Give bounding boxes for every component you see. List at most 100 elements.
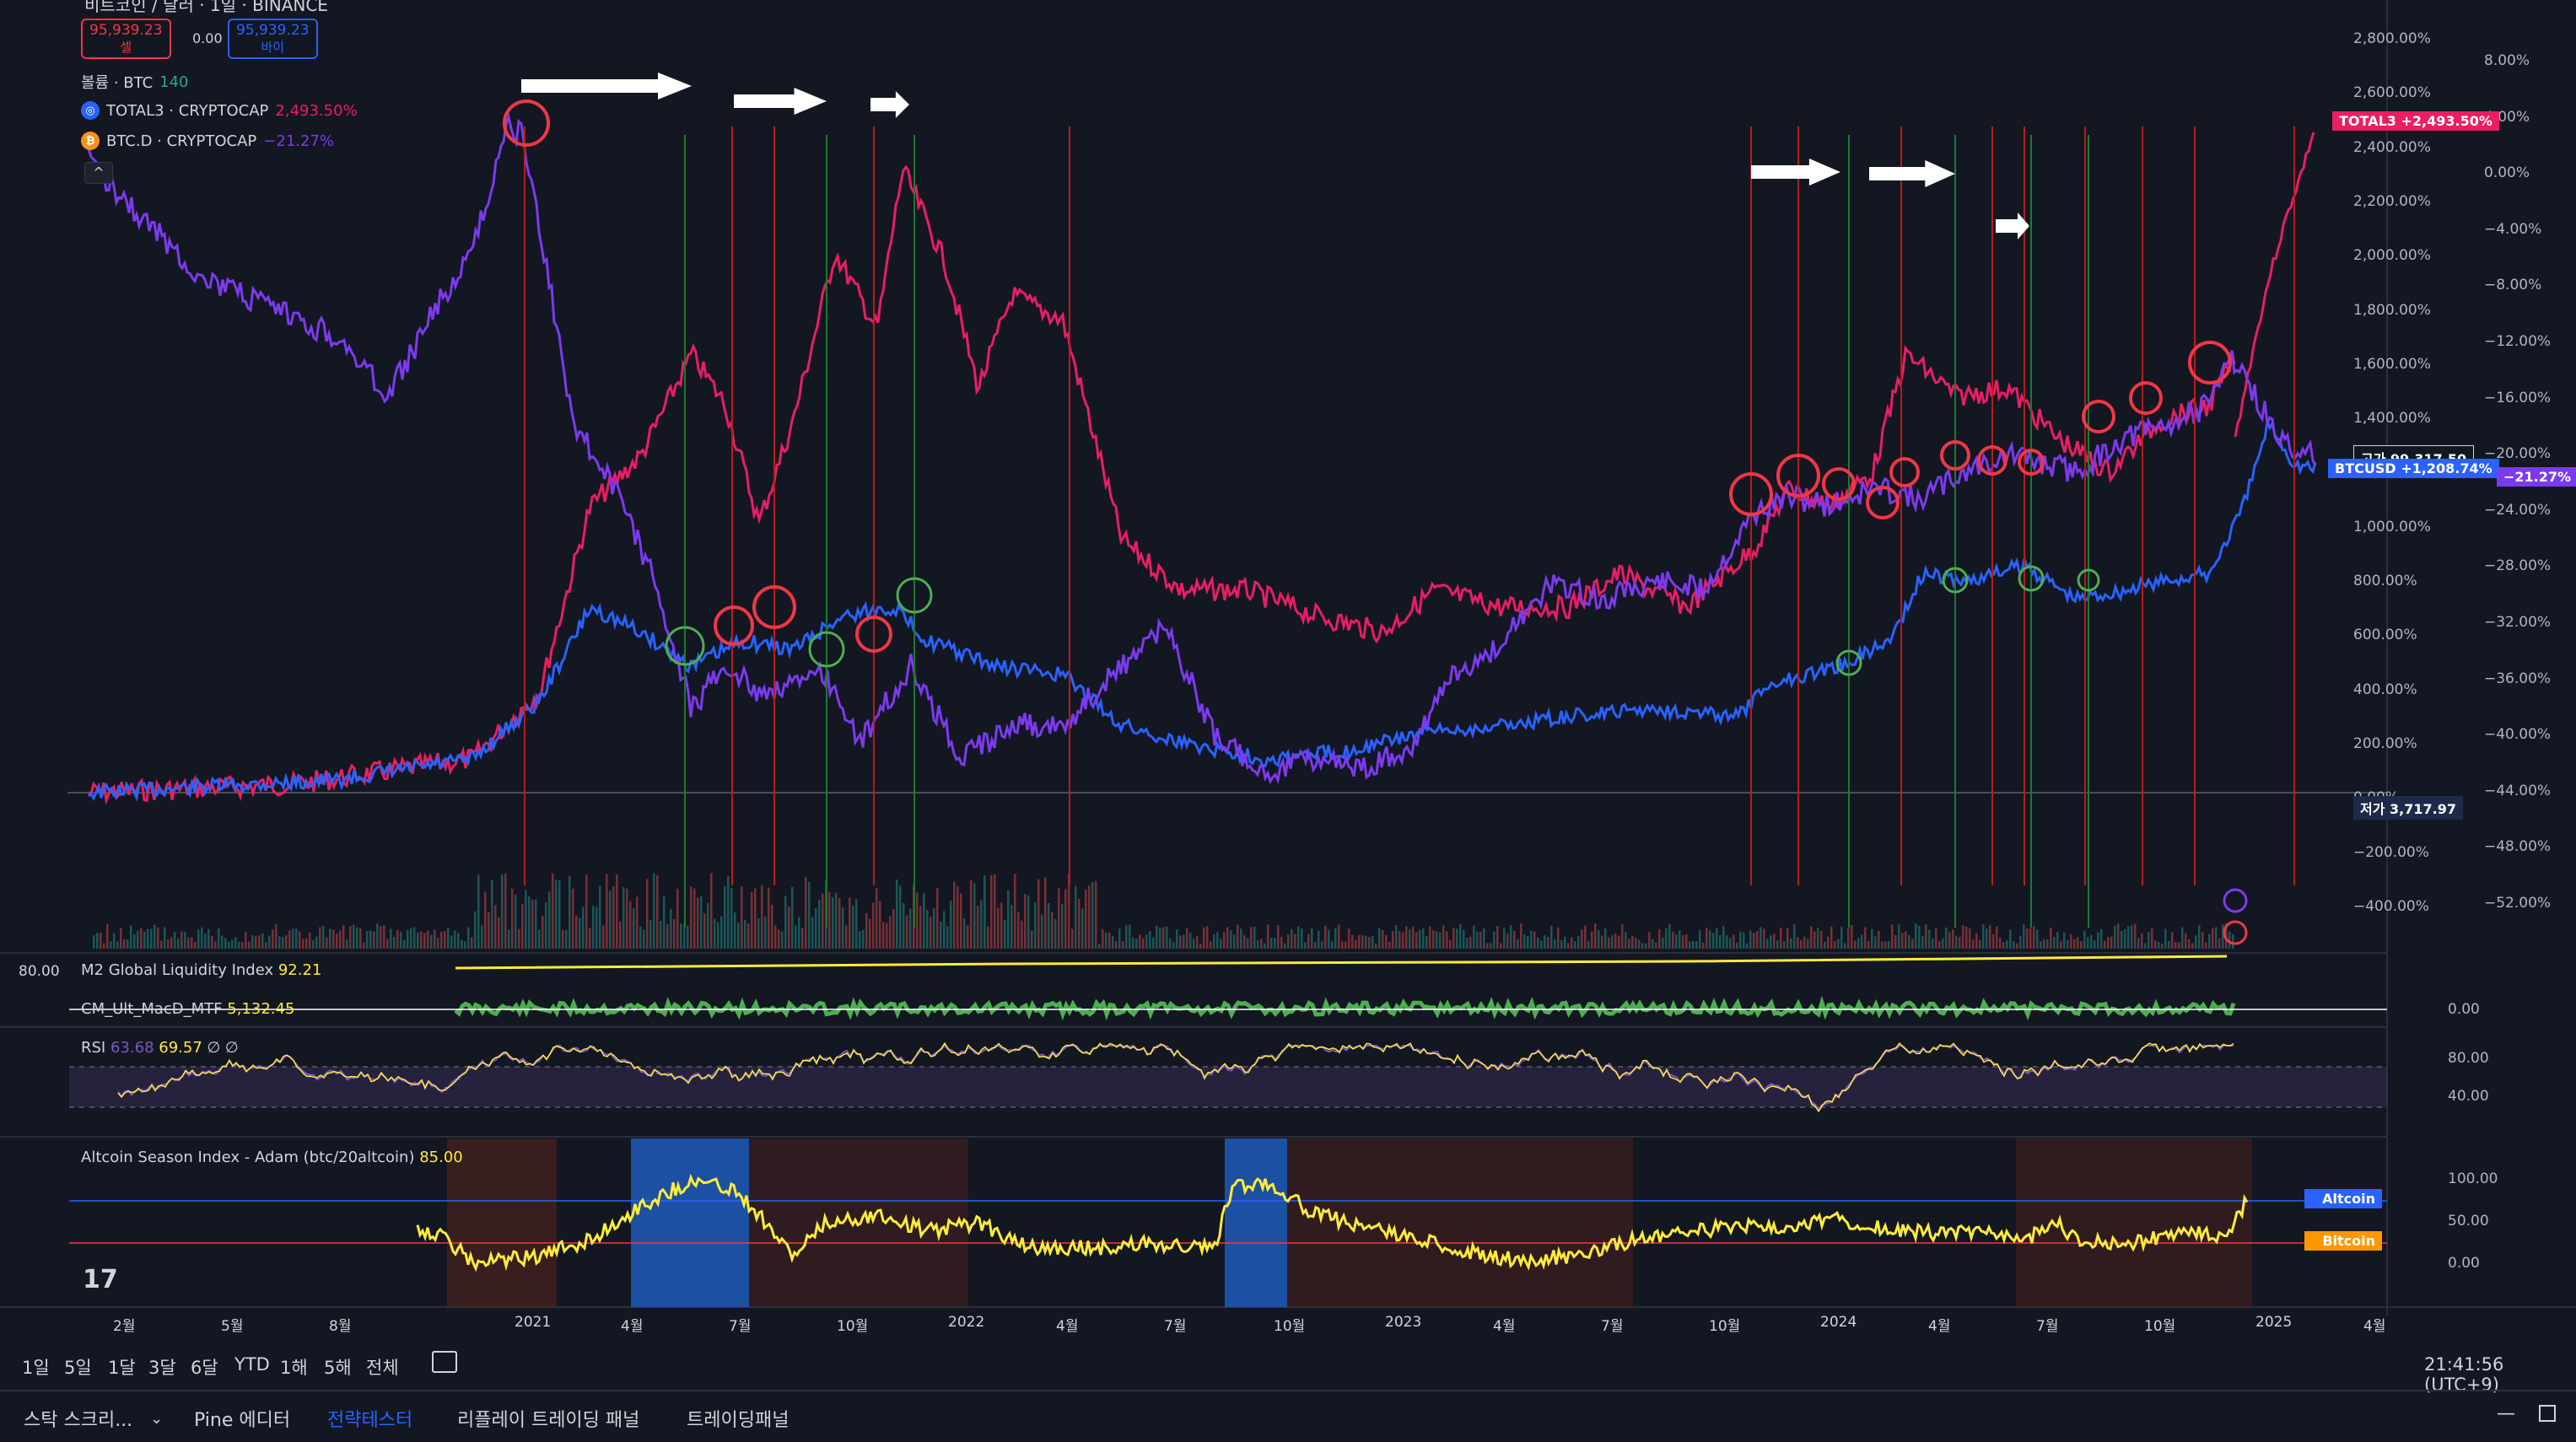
bottom-tab[interactable]: 리플레이 트레이딩 패널: [457, 1410, 640, 1431]
volume-bar: [1091, 882, 1094, 949]
volume-bar: [383, 925, 385, 949]
volume-bar: [2040, 941, 2042, 949]
volume-bar: [346, 939, 348, 949]
minimize-icon[interactable]: —: [2497, 1403, 2515, 1424]
calendar-icon[interactable]: [432, 1351, 457, 1373]
timeframe-button[interactable]: 전체: [366, 1358, 399, 1378]
legend-volume[interactable]: 볼륨 · BTC 140: [81, 71, 189, 93]
legend-total3[interactable]: ◎ TOTAL3 · CRYPTOCAP 2,493.50%: [81, 101, 358, 120]
volume-bar: [251, 935, 254, 949]
volume-bar: [886, 923, 888, 949]
btcd-axis-label: −40.00%: [2484, 726, 2552, 744]
chevron-down-icon[interactable]: ⌄: [150, 1410, 164, 1428]
volume-bar: [390, 928, 392, 949]
volume-bar: [1210, 941, 1212, 949]
volume-bar: [1955, 935, 1958, 949]
volume-bar: [835, 892, 838, 949]
volume-bar: [892, 908, 895, 949]
volume-bar: [312, 939, 315, 949]
volume-bar: [2036, 929, 2039, 949]
percent-axis-label: −200.00%: [2353, 843, 2429, 861]
volume-bar: [552, 873, 554, 949]
legend-btcd[interactable]: ₿ BTC.D · CRYPTOCAP −21.27%: [81, 132, 334, 150]
clock-display[interactable]: 21:41:56 (UTC+9): [2424, 1354, 2504, 1395]
volume-bar: [1911, 939, 1914, 949]
main-chart-svg[interactable]: [0, 0, 2576, 1316]
volume-bar: [1108, 932, 1111, 949]
timeframe-button[interactable]: 5해: [324, 1358, 352, 1378]
timeframe-button[interactable]: 1일: [22, 1358, 50, 1378]
volume-bar: [1560, 940, 1563, 949]
volume-bar: [1115, 941, 1118, 949]
volume-bar: [197, 929, 200, 949]
arrow-annotation: [1996, 213, 2029, 239]
volume-bar: [106, 923, 109, 949]
event-marker-icon[interactable]: [2223, 888, 2248, 913]
altcoin-pane-title[interactable]: Altcoin Season Index - Adam (btc/20altco…: [81, 1149, 463, 1166]
volume-bar: [1479, 932, 1482, 949]
volume-bar: [882, 922, 885, 949]
rsi-pane-title[interactable]: RSI 63.68 69.57 ∅ ∅: [81, 1039, 239, 1057]
volume-bar: [1689, 941, 1691, 949]
timeframe-button[interactable]: 5일: [64, 1358, 92, 1378]
volume-bar: [980, 900, 983, 949]
volume-bar: [859, 931, 861, 949]
volume-bar: [811, 917, 814, 949]
chart-area[interactable]: 비트코인 / 달러 · 1일 · BINANCE 95,939.23 셀 0.0…: [0, 0, 2576, 1335]
volume-bar: [2063, 932, 2066, 949]
bottom-tab[interactable]: 전략테스터: [327, 1410, 413, 1431]
volume-bar: [278, 936, 281, 949]
volume-bar: [1867, 940, 1870, 949]
collapse-legend-button[interactable]: ^: [84, 162, 113, 184]
volume-bar: [1770, 934, 1772, 949]
volume-bar: [2215, 927, 2218, 949]
volume-bar: [1247, 938, 1249, 949]
volume-bar: [903, 902, 905, 949]
volume-bar: [1729, 938, 1732, 949]
timeframe-button[interactable]: 1달: [108, 1358, 136, 1378]
highlight-circle-green: [808, 631, 845, 668]
volume-bar: [2053, 936, 2056, 949]
volume-bar: [515, 894, 517, 949]
buy-button[interactable]: 95,939.23 바이: [228, 19, 318, 59]
volume-bar: [1429, 926, 1431, 949]
timeframe-button[interactable]: YTD: [234, 1354, 270, 1375]
volume-bar: [896, 879, 898, 949]
timeframe-button[interactable]: 1해: [280, 1358, 308, 1378]
volume-bar: [1938, 940, 1941, 949]
alt-0-label: 0.00: [2448, 1255, 2480, 1272]
event-marker-icon[interactable]: [2223, 920, 2248, 945]
timeframe-button[interactable]: 3달: [148, 1358, 176, 1378]
volume-bar: [299, 931, 301, 949]
symbol-header[interactable]: 비트코인 / 달러 · 1일 · BINANCE: [84, 0, 328, 15]
volume-bar: [2225, 923, 2228, 949]
volume-bar: [116, 941, 119, 949]
volume-bar: [727, 875, 730, 949]
volume-bar: [690, 886, 693, 949]
bottom-tab[interactable]: Pine 에디터: [194, 1410, 291, 1431]
sell-button[interactable]: 95,939.23 셀: [81, 19, 171, 59]
volume-bar: [2222, 924, 2224, 949]
volume-bar: [1452, 928, 1455, 949]
volume-bar: [2181, 927, 2184, 949]
volume-bar: [1874, 936, 1877, 949]
volume-bar: [2164, 928, 2167, 949]
volume-bar: [1584, 925, 1587, 949]
timeframe-button[interactable]: 6달: [191, 1358, 218, 1378]
bottom-tab[interactable]: 트레이딩패널: [687, 1410, 790, 1431]
volume-bar: [1510, 925, 1512, 949]
m2-pane-title[interactable]: M2 Global Liquidity Index 92.21: [81, 961, 322, 979]
maximize-icon[interactable]: [2539, 1405, 2556, 1422]
bottom-tab[interactable]: 스탁 스크리...: [24, 1410, 133, 1431]
volume-bar: [1803, 936, 1806, 949]
tradingview-logo-icon[interactable]: 17: [83, 1265, 118, 1294]
macd-pane-title[interactable]: CM_Ult_MacD_MTF 5,132.45: [81, 1000, 295, 1018]
volume-bar: [1172, 942, 1175, 949]
volume-bar: [96, 933, 99, 949]
volume-bar: [879, 901, 881, 949]
volume-bar: [1341, 941, 1344, 949]
volume-bar: [1753, 933, 1755, 949]
volume-bar: [1287, 934, 1290, 949]
volume-bar: [798, 917, 800, 949]
bitcoin-tag: Bitcoin: [2304, 1231, 2382, 1251]
